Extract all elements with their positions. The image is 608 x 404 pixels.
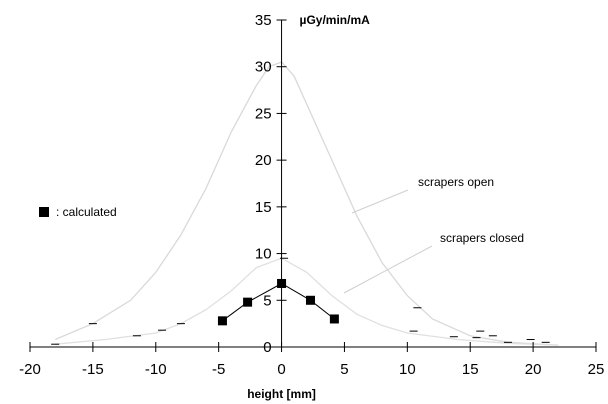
calculated-point	[217, 316, 227, 326]
x-tick-label: 10	[399, 361, 416, 378]
y-tick-label: 15	[255, 199, 272, 216]
annotation-leader-open	[351, 189, 409, 214]
calculated-point	[305, 295, 315, 305]
x-tick-label: -15	[82, 361, 104, 378]
series-line-scrapers-open	[54, 61, 559, 346]
y-tick-label: 25	[255, 105, 272, 122]
labels-layer: µGy/min/mA height [mm] scrapers open scr…	[39, 13, 524, 401]
y-tick-label: 20	[255, 152, 272, 169]
x-tick-label: -5	[212, 361, 225, 378]
x-tick-label: 5	[340, 361, 348, 378]
y-tick-label: 30	[255, 59, 272, 76]
axes-layer: -20 -15 -10 -5 0 5 10 15 20 25 0 5 10 15 20 25 30 35	[19, 12, 604, 378]
calculated-point	[329, 314, 339, 324]
x-tick-label: 25	[588, 361, 605, 378]
series-line-scrapers-closed	[55, 257, 559, 346]
x-tick-label: -20	[19, 361, 41, 378]
series-layer	[51, 61, 559, 346]
annotation-scrapers-closed: scrapers closed	[440, 231, 524, 245]
x-axis-title: height [mm]	[247, 387, 316, 401]
y-tick-label: 0	[263, 339, 271, 356]
y-tick-label: 35	[255, 12, 272, 29]
annotation-leader-closed	[343, 245, 433, 294]
calculated-point	[243, 297, 253, 307]
x-tick-label: 20	[525, 361, 542, 378]
y-tick-label: 10	[255, 246, 272, 263]
legend-marker-calculated	[39, 207, 49, 217]
calculated-line	[222, 282, 335, 322]
y-axis-title: µGy/min/mA	[300, 13, 371, 27]
y-tick-label: 5	[263, 292, 271, 309]
annotation-scrapers-open: scrapers open	[418, 175, 494, 189]
x-tick-label: -10	[145, 361, 167, 378]
legend-label-calculated: : calculated	[56, 205, 117, 219]
x-tick-label: 15	[462, 361, 479, 378]
x-tick-label: 0	[277, 361, 285, 378]
